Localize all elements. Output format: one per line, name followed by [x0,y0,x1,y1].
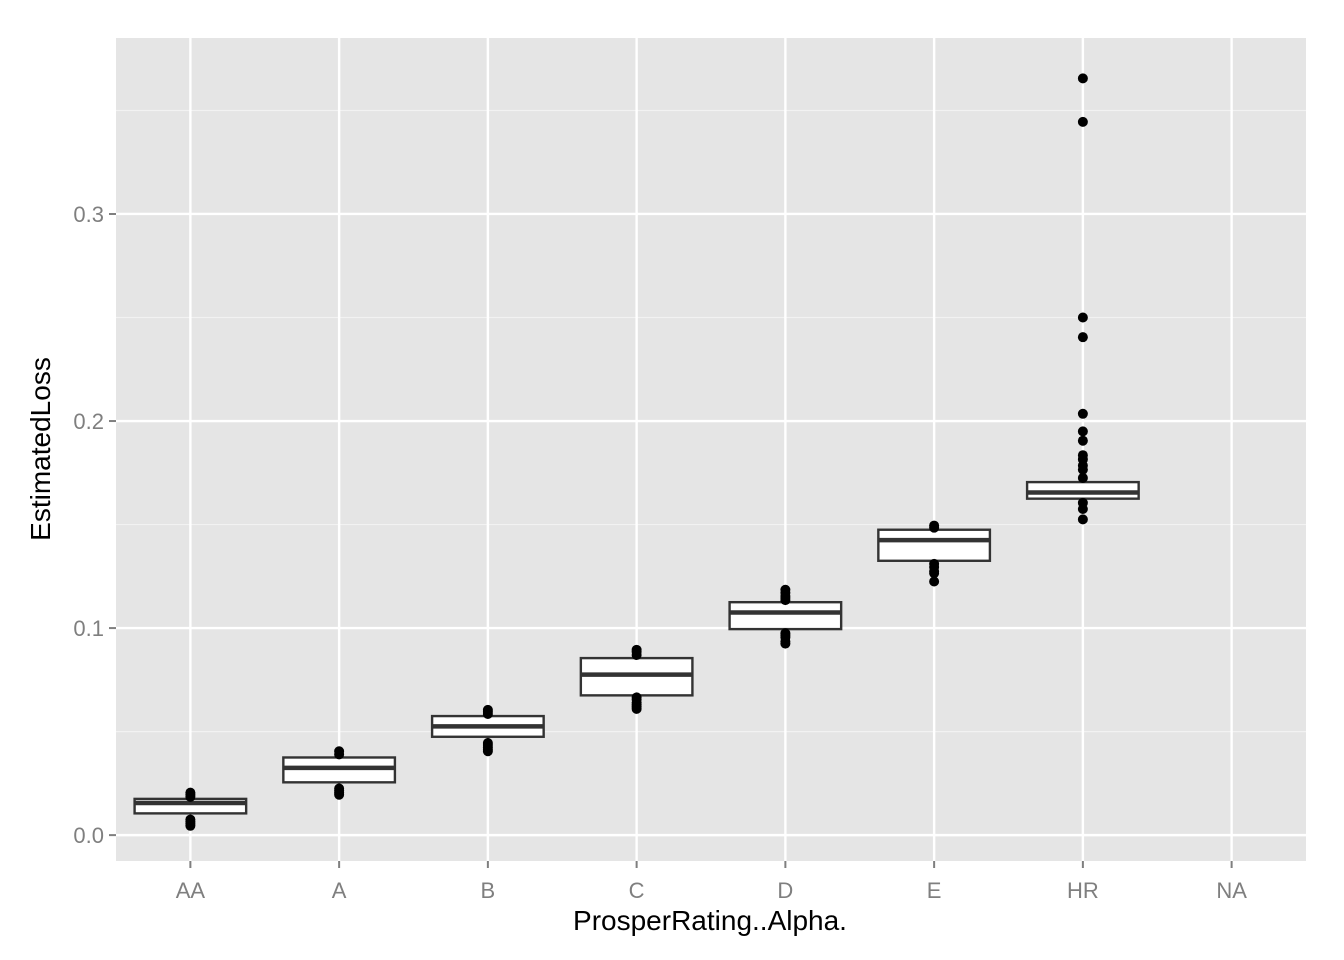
plot-panel [116,38,1306,861]
outlier-point [185,787,196,798]
outlier-point [780,584,791,595]
outlier-point [334,746,345,757]
outlier-point [482,737,493,748]
y-tick-label: 0.3 [73,202,104,227]
outlier-point [482,704,493,715]
x-axis: AA A B C D E HR NA [176,861,1247,903]
outlier-point [929,576,940,587]
box [877,528,992,562]
y-tick-label: 0.1 [73,616,104,641]
outlier-point [1077,116,1088,127]
x-tick-label: D [777,878,793,903]
y-axis: 0.0 0.1 0.2 0.3 [73,202,116,848]
x-tick-label: E [927,878,942,903]
outlier-point [1077,450,1088,461]
outlier-point [1077,312,1088,323]
box-group-aa [133,787,248,831]
outlier-point [185,814,196,825]
outlier-point [1077,332,1088,343]
x-tick-label: NA [1216,878,1247,903]
y-tick-label: 0.0 [73,823,104,848]
x-axis-title: ProsperRating..Alpha. [573,905,847,936]
outlier-point [929,520,940,531]
outlier-point [780,628,791,639]
y-tick-label: 0.2 [73,409,104,434]
box [728,600,843,631]
minor-gridlines [116,109,1306,733]
x-tick-label: AA [176,878,206,903]
outlier-point [929,558,940,569]
box-group-e [877,520,992,587]
box-group-b [430,704,545,757]
outlier-point [1077,426,1088,437]
box-group-a [282,746,397,800]
outlier-point [334,783,345,794]
outlier-point [1077,514,1088,525]
outlier-point [1077,497,1088,508]
outlier-point [1077,408,1088,419]
box-group-hr [1025,73,1140,525]
x-tick-label: C [629,878,645,903]
outlier-point [1077,73,1088,84]
x-tick-label: A [332,878,347,903]
major-gridlines [116,38,1306,861]
y-axis-title: EstimatedLoss [25,357,56,541]
box-group-c [579,644,694,714]
outlier-point [1077,435,1088,446]
box-group-d [728,584,843,649]
boxes-layer [133,73,1140,831]
outlier-point [631,644,642,655]
x-tick-label: B [481,878,496,903]
x-tick-label: HR [1067,878,1099,903]
outlier-point [1077,472,1088,483]
outlier-point [631,692,642,703]
